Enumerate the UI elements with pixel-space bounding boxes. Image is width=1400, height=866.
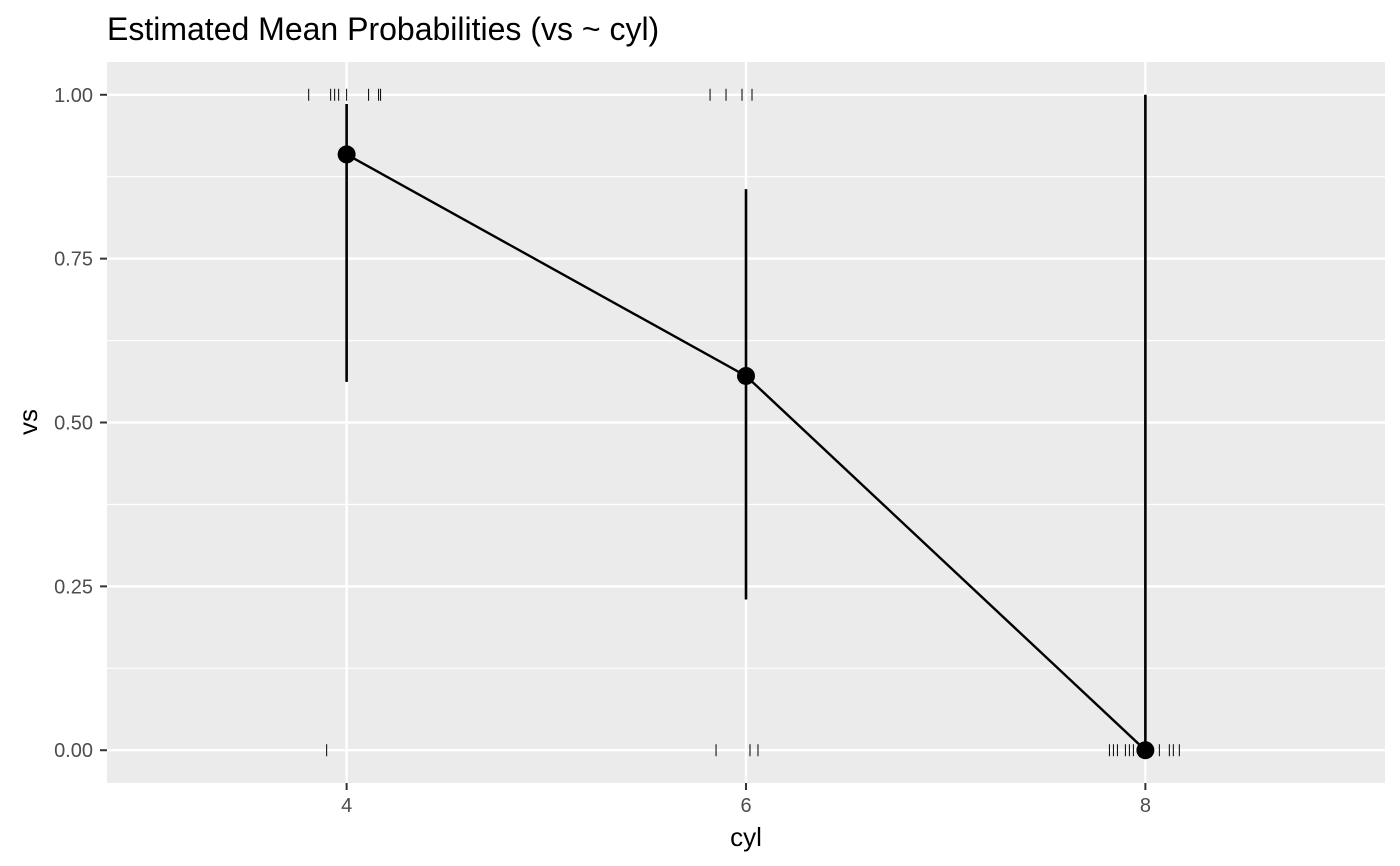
- data-point: [737, 366, 755, 385]
- x-tick-label: 4: [341, 795, 352, 817]
- axes: 0.00 0.25 0.50 0.75 1.00 4 6 8: [54, 85, 1151, 817]
- chart-title: Estimated Mean Probabilities (vs ~ cyl): [107, 11, 659, 47]
- y-axis-title: vs: [13, 409, 43, 435]
- x-axis-title: cyl: [730, 822, 762, 852]
- x-tick-label: 6: [740, 795, 751, 817]
- data-points: [337, 145, 1155, 760]
- y-tick-label: 0.00: [54, 740, 93, 762]
- y-tick-label: 0.25: [54, 576, 93, 598]
- x-tick-label: 8: [1140, 795, 1151, 817]
- data-point: [337, 145, 356, 164]
- y-tick-label: 0.75: [54, 249, 93, 271]
- y-tick-label: 0.50: [54, 413, 93, 435]
- y-tick-label: 1.00: [54, 85, 93, 107]
- data-point: [1136, 741, 1155, 760]
